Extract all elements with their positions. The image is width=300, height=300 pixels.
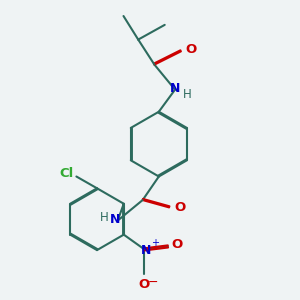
Text: N: N [141,244,151,257]
Text: N: N [110,213,120,226]
Text: O: O [171,238,182,251]
Text: −: − [147,276,158,289]
Text: Cl: Cl [59,167,73,180]
Text: O: O [175,201,186,214]
Text: +: + [151,238,159,248]
Text: H: H [100,211,109,224]
Text: O: O [186,44,197,56]
Text: N: N [170,82,180,95]
Text: O: O [139,278,150,291]
Text: H: H [183,88,192,100]
